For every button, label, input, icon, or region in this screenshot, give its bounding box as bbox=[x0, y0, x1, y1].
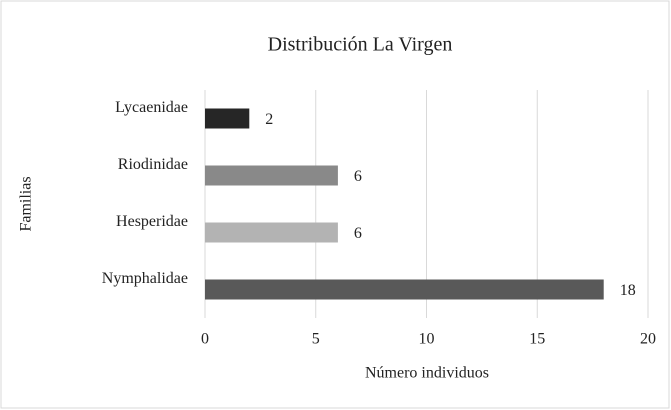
y-tick-label: Riodinidae bbox=[118, 156, 188, 173]
chart-title: Distribución La Virgen bbox=[268, 34, 453, 56]
x-tick-label: 5 bbox=[312, 331, 320, 348]
x-tick-label: 0 bbox=[201, 331, 209, 348]
x-axis-label: Número individuos bbox=[365, 365, 489, 382]
bar bbox=[205, 279, 604, 300]
x-tick-label: 15 bbox=[529, 331, 545, 348]
data-label: 2 bbox=[265, 111, 273, 128]
y-axis-label: Familias bbox=[18, 176, 35, 231]
data-label: 18 bbox=[620, 282, 636, 299]
bar bbox=[205, 165, 338, 186]
bar bbox=[205, 222, 338, 243]
y-tick-label: Nymphalidae bbox=[102, 270, 188, 287]
x-tick-label: 10 bbox=[419, 331, 435, 348]
data-label: 6 bbox=[354, 168, 362, 185]
x-tick-label: 20 bbox=[640, 331, 656, 348]
data-label: 6 bbox=[354, 225, 362, 242]
y-tick-label: Hesperidae bbox=[116, 213, 188, 230]
y-tick-label: Lycaenidae bbox=[115, 99, 188, 116]
bar bbox=[205, 108, 250, 129]
